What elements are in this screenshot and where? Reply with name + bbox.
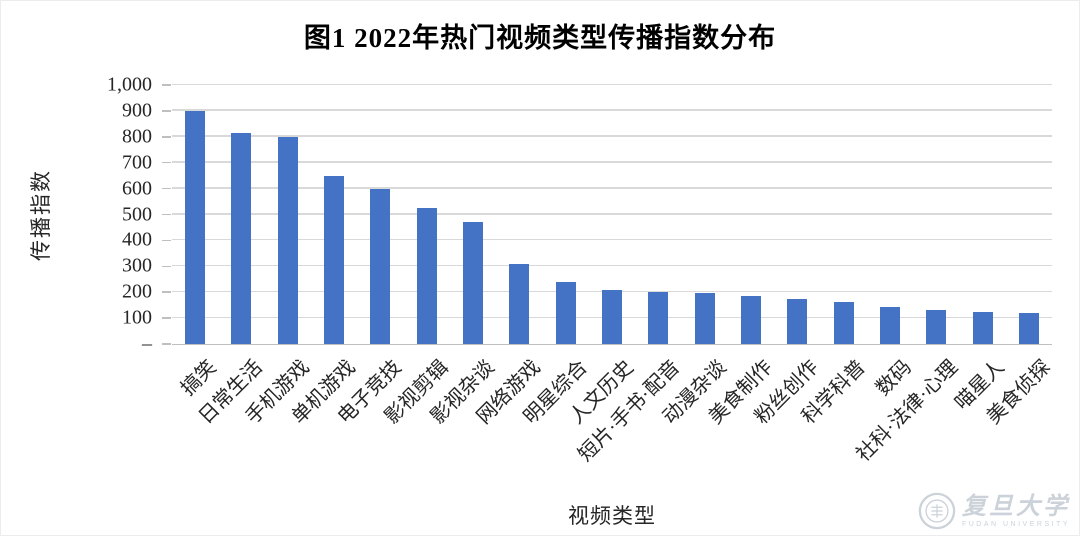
x-axis-title: 视频类型 <box>568 504 656 528</box>
watermark-text: 复旦大学 FUDAN UNIVERSITY <box>962 495 1070 528</box>
y-axis-tick <box>162 84 171 86</box>
gridline <box>172 83 1052 85</box>
chart-bar <box>416 208 437 344</box>
chart-bar <box>787 299 808 344</box>
y-axis-tick <box>162 110 171 112</box>
y-tick-label: 1,000 <box>107 73 152 96</box>
y-axis-tick <box>162 213 171 216</box>
chart-bar <box>926 309 947 344</box>
chart-bar <box>370 188 391 344</box>
chart-bar <box>231 132 252 344</box>
y-tick-label: – <box>142 332 152 355</box>
chart-bar <box>185 110 206 344</box>
chart-bar <box>833 301 854 344</box>
chart-bar <box>879 307 900 344</box>
y-tick-label: 800 <box>122 125 152 148</box>
chart-bar <box>740 296 761 344</box>
y-tick-label: 300 <box>122 254 152 277</box>
gridline <box>172 135 1052 137</box>
chart-bar <box>972 311 993 344</box>
chart-bar <box>509 263 530 344</box>
plot-area <box>172 83 1052 345</box>
chart-bar <box>277 136 298 344</box>
y-axis-title: 传播指数 <box>29 169 53 261</box>
watermark-name-cn: 复旦大学 <box>961 493 1070 520</box>
y-axis-tick <box>162 343 171 345</box>
chart-bar <box>463 222 484 344</box>
chart-bar <box>648 291 669 344</box>
watermark: 复旦大学 FUDAN UNIVERSITY <box>918 492 1070 530</box>
y-tick-label: 200 <box>122 280 152 303</box>
chart-bar <box>602 289 622 344</box>
gridline <box>172 161 1052 163</box>
chart-title: 图1 2022年热门视频类型传播指数分布 <box>303 23 777 53</box>
chart-bar <box>324 175 345 344</box>
y-axis-tick <box>162 136 171 138</box>
y-axis-tick <box>162 161 171 164</box>
watermark-name-en: FUDAN UNIVERSITY <box>961 520 1070 528</box>
gridline <box>172 238 1052 241</box>
gridline <box>172 213 1052 215</box>
y-axis-tick <box>162 317 171 319</box>
chart-bar <box>1018 313 1039 344</box>
chart-bar <box>555 282 576 344</box>
y-axis-tick <box>162 291 171 293</box>
y-tick-label: 600 <box>122 177 152 200</box>
gridline <box>172 187 1052 189</box>
y-tick-label: 900 <box>122 99 152 122</box>
y-axis-tick <box>162 187 171 190</box>
fudan-university-seal-icon <box>918 492 956 530</box>
y-axis-tick <box>162 239 171 242</box>
gridline <box>172 264 1052 267</box>
chart-bar <box>694 292 715 344</box>
gridline <box>172 109 1052 111</box>
y-tick-label: 500 <box>122 203 152 225</box>
y-axis-tick <box>162 265 171 268</box>
y-tick-label: 100 <box>122 306 152 329</box>
y-tick-label: 400 <box>122 228 152 251</box>
y-tick-label: 700 <box>122 151 152 174</box>
